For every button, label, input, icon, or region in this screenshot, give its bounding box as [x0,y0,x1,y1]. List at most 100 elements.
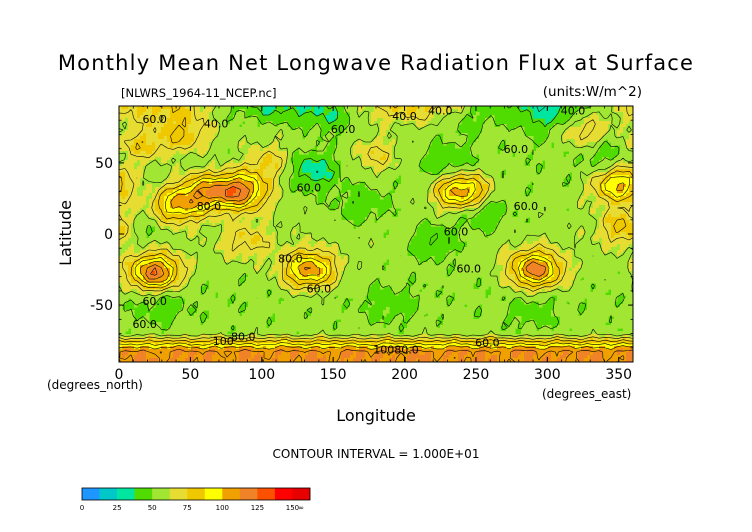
field-cell [533,178,537,182]
field-cell [320,106,324,110]
field-cell [398,151,402,155]
field-cell [506,205,510,209]
field-cell [137,115,141,119]
field-cell [188,196,192,200]
field-cell [290,163,294,167]
field-cell [500,181,504,185]
field-cell [149,151,153,155]
field-cell [335,211,339,215]
field-cell [221,139,225,143]
field-cell [140,151,144,155]
field-cell [197,202,201,206]
field-cell [563,172,567,176]
field-cell [602,166,606,170]
field-cell [173,178,177,182]
field-cell [218,154,222,158]
field-cell [131,145,135,149]
field-cell [521,166,525,170]
field-cell [569,130,573,134]
field-cell [263,199,267,203]
field-cell [281,166,285,170]
field-cell [215,148,219,152]
field-cell [350,181,354,185]
field-cell [359,169,363,173]
field-cell [428,205,432,209]
field-cell [224,142,228,146]
field-cell [131,106,135,110]
field-cell [539,190,543,194]
field-cell [134,190,138,194]
field-cell [155,187,159,191]
field-cell [176,211,180,215]
field-cell [320,166,324,170]
field-cell [281,172,285,176]
field-cell [359,133,363,137]
field-cell [320,205,324,209]
field-cell [170,178,174,182]
field-cell [620,109,624,113]
field-cell [218,145,222,149]
field-cell [521,133,525,137]
field-cell [398,133,402,137]
field-cell [170,160,174,164]
field-cell [485,121,489,125]
field-cell [404,133,408,137]
field-cell [242,136,246,140]
field-cell [299,106,303,110]
field-cell [227,184,231,188]
field-cell [419,202,423,206]
field-cell [266,199,270,203]
field-cell [491,127,495,131]
field-cell [449,205,453,209]
field-cell [503,196,507,200]
field-cell [167,190,171,194]
field-cell [182,178,186,182]
field-cell [512,181,516,185]
field-cell [605,202,609,206]
field-cell [410,112,414,116]
field-cell [266,160,270,164]
field-cell [362,136,366,140]
field-cell [527,148,531,152]
field-cell [368,115,372,119]
field-cell [155,145,159,149]
field-cell [170,169,174,173]
field-cell [146,184,150,188]
field-cell [137,202,141,206]
field-cell [251,172,255,176]
field-cell [608,109,612,113]
field-cell [407,112,411,116]
field-cell [584,175,588,179]
field-cell [509,190,513,194]
field-cell [578,133,582,137]
field-cell [239,115,243,119]
field-cell [254,148,258,152]
field-cell [122,154,126,158]
field-cell [491,175,495,179]
field-cell [179,187,183,191]
field-cell [176,184,180,188]
field-cell [626,148,630,152]
field-cell [461,199,465,203]
field-cell [539,106,543,110]
field-cell [527,169,531,173]
field-cell [146,136,150,140]
field-cell [131,169,135,173]
field-cell [398,127,402,131]
field-cell [305,148,309,152]
field-cell [161,190,165,194]
field-cell [137,196,141,200]
field-cell [245,151,249,155]
field-cell [485,154,489,158]
field-cell [584,127,588,131]
field-cell [485,193,489,197]
field-cell [404,127,408,131]
field-cell [374,142,378,146]
field-cell [629,112,633,116]
field-cell [626,115,630,119]
field-cell [533,193,537,197]
field-cell [407,124,411,128]
field-cell [581,163,585,167]
field-cell [347,109,351,113]
field-cell [194,136,198,140]
